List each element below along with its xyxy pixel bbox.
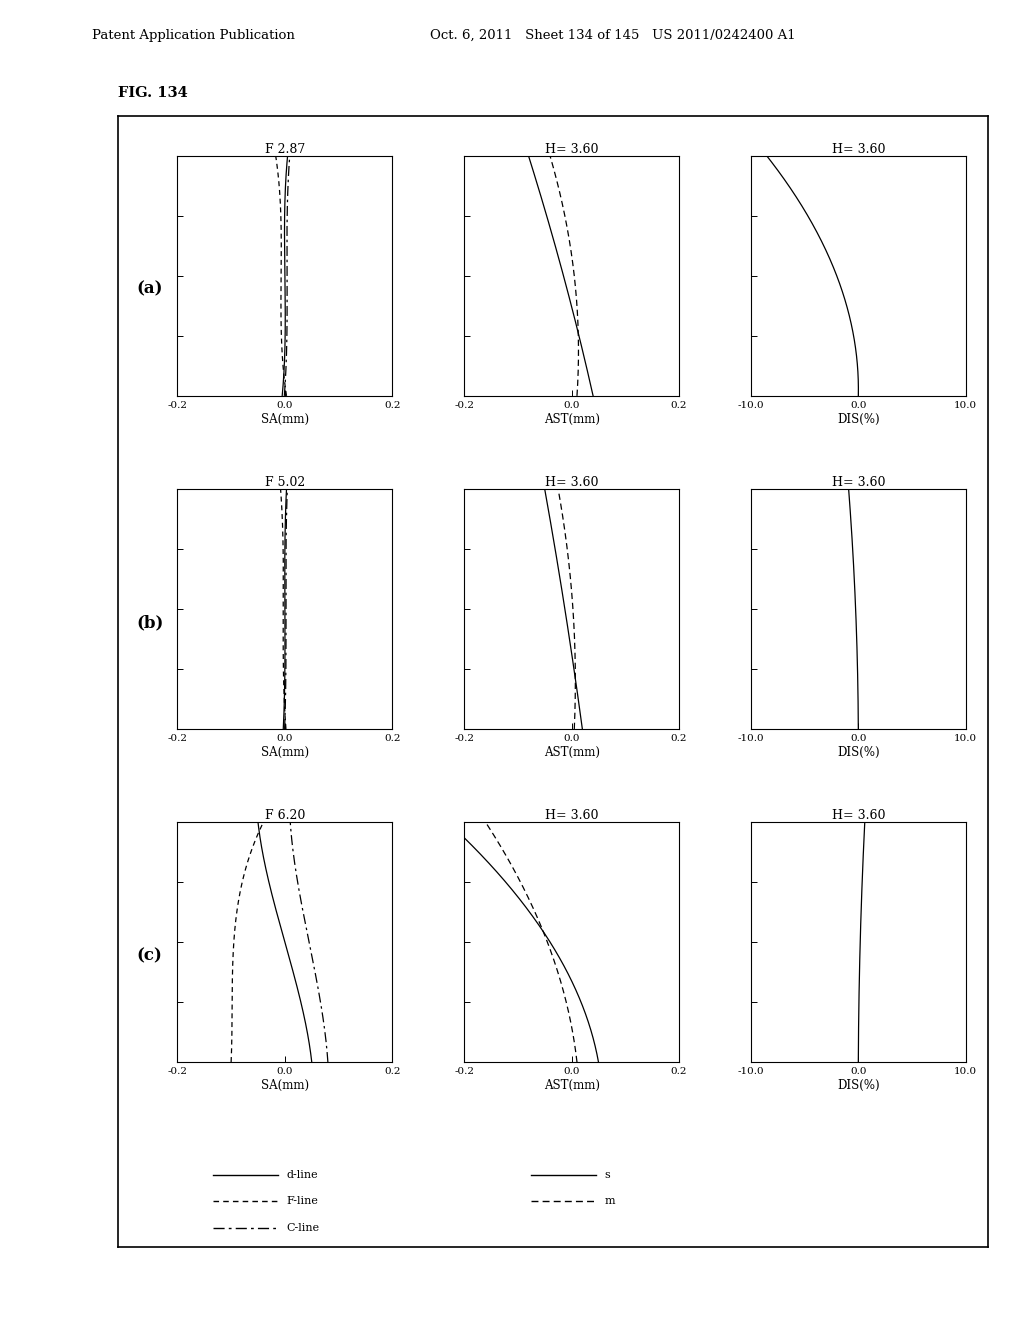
Title: F 5.02: F 5.02 [265,477,305,490]
Title: F 6.20: F 6.20 [264,809,305,822]
Text: Oct. 6, 2011   Sheet 134 of 145   US 2011/0242400 A1: Oct. 6, 2011 Sheet 134 of 145 US 2011/02… [430,29,796,42]
Text: (b): (b) [136,614,164,631]
Text: F-line: F-line [287,1196,318,1206]
Title: H= 3.60: H= 3.60 [831,143,885,156]
Title: H= 3.60: H= 3.60 [545,143,598,156]
X-axis label: AST(mm): AST(mm) [544,1078,600,1092]
X-axis label: AST(mm): AST(mm) [544,746,600,759]
X-axis label: SA(mm): SA(mm) [261,1078,309,1092]
X-axis label: SA(mm): SA(mm) [261,746,309,759]
Text: (c): (c) [136,946,162,964]
Title: H= 3.60: H= 3.60 [831,809,885,822]
Title: F 2.87: F 2.87 [265,143,305,156]
Title: H= 3.60: H= 3.60 [545,477,598,490]
X-axis label: DIS(%): DIS(%) [837,413,880,425]
Text: d-line: d-line [287,1170,318,1180]
Text: C-line: C-line [287,1222,319,1233]
X-axis label: SA(mm): SA(mm) [261,413,309,425]
Title: H= 3.60: H= 3.60 [831,477,885,490]
Text: FIG. 134: FIG. 134 [118,86,187,100]
Title: H= 3.60: H= 3.60 [545,809,598,822]
X-axis label: DIS(%): DIS(%) [837,746,880,759]
X-axis label: DIS(%): DIS(%) [837,1078,880,1092]
Text: m: m [604,1196,614,1206]
X-axis label: AST(mm): AST(mm) [544,413,600,425]
Text: s: s [604,1170,610,1180]
Text: (a): (a) [136,281,163,298]
Text: Patent Application Publication: Patent Application Publication [92,29,295,42]
